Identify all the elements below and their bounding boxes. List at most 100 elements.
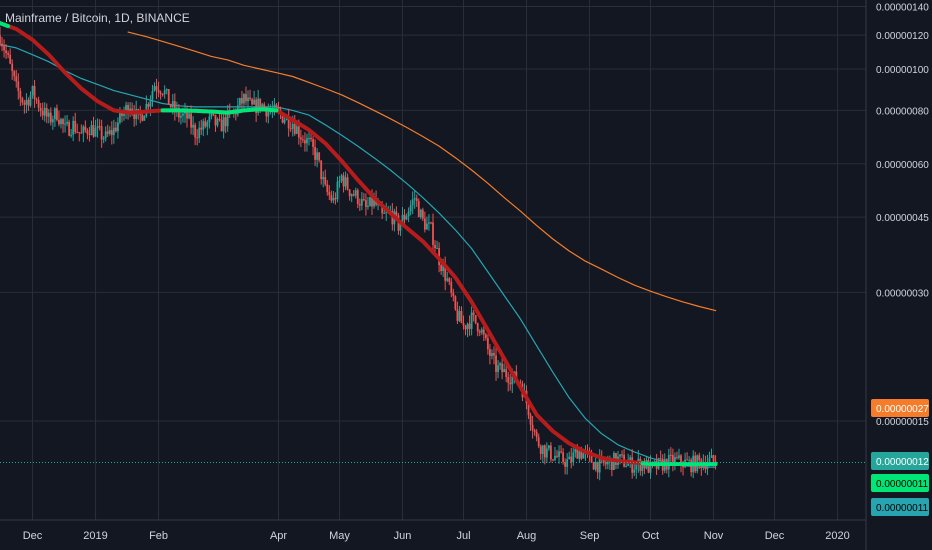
candle-body — [39, 107, 42, 111]
candle-body — [312, 139, 314, 147]
candle-body — [373, 197, 375, 207]
ma-fast-up-segment — [0, 21, 11, 29]
price-badge-label: 0.00000012 — [876, 457, 929, 468]
candle-body — [33, 85, 36, 100]
candle-body — [562, 452, 565, 463]
candle-body — [98, 126, 101, 128]
price-tick-label: 0.00000015 — [876, 417, 929, 428]
candle-body — [247, 97, 249, 102]
candle-body — [167, 89, 170, 105]
candle-body — [64, 123, 66, 125]
candle-body — [224, 117, 227, 127]
candle-body — [574, 449, 577, 453]
price-badge-label: 0.00000027 — [876, 404, 929, 415]
candle-body — [297, 126, 300, 138]
candle-body — [582, 453, 585, 459]
candle-body — [202, 121, 205, 130]
ma-fast-path — [0, 21, 718, 466]
candle-body — [112, 127, 115, 136]
candle-body — [688, 459, 691, 461]
candle-body — [535, 431, 538, 438]
candle-body — [9, 54, 12, 64]
candle-body — [263, 104, 266, 108]
candle-body — [462, 323, 465, 326]
time-tick-label: Jun — [394, 530, 412, 542]
candle-body — [13, 71, 16, 77]
candle-body — [3, 46, 5, 51]
candle-body — [625, 465, 628, 467]
price-badge — [871, 498, 929, 516]
candle-body — [82, 126, 85, 133]
candle-body — [60, 119, 62, 125]
candle-body — [653, 460, 656, 463]
time-tick-label: Feb — [149, 530, 168, 542]
time-axis[interactable]: Dec 2019 Feb Apr May Jun Jul Aug Sep Oct Nov Dec 202… — [0, 519, 866, 542]
candle-body — [659, 458, 662, 460]
candle-body — [537, 437, 540, 447]
candle-body — [47, 112, 50, 117]
time-tick-label: May — [329, 530, 350, 542]
price-badge — [871, 452, 929, 470]
candle-body — [155, 86, 158, 91]
candle-body — [177, 107, 180, 118]
candle-body — [669, 454, 672, 456]
candle-body — [503, 369, 506, 373]
candle-body — [267, 110, 270, 117]
candle-body — [149, 99, 152, 107]
candle-body — [308, 138, 310, 140]
candle-body — [7, 52, 10, 55]
candle-body — [192, 124, 195, 128]
candle-body — [501, 363, 504, 373]
candle-body — [436, 247, 438, 249]
price-axis[interactable]: 0.00000140 0.00000120 0.00000100 0.00000080… — [865, 0, 929, 550]
candle-body — [428, 222, 430, 224]
candle-body — [486, 338, 489, 350]
candle-body — [356, 190, 359, 205]
candle-body — [21, 98, 24, 103]
candle-body — [100, 126, 103, 140]
candle-body — [291, 123, 294, 129]
candle-body — [102, 138, 105, 140]
candle-body — [151, 91, 154, 100]
candle-body — [222, 117, 225, 132]
candle-body — [430, 222, 432, 224]
candle-body — [671, 454, 674, 465]
candle-body — [432, 222, 434, 245]
candle-body — [253, 99, 256, 105]
candle-body — [570, 456, 573, 463]
candle-body — [365, 200, 367, 208]
candle-body — [649, 461, 652, 473]
ma-fast-up-segment — [640, 461, 718, 466]
candle-body — [633, 469, 636, 473]
candle-body — [399, 223, 402, 231]
candle-body — [472, 312, 475, 316]
candle-body — [674, 457, 676, 465]
candle-body — [550, 445, 552, 460]
candle-body — [326, 184, 329, 193]
time-tick-label: Nov — [704, 530, 724, 542]
candle-body — [66, 121, 68, 124]
candle-body — [78, 132, 81, 134]
candle-body — [543, 445, 546, 458]
candle-body — [169, 104, 172, 108]
candle-body — [49, 112, 52, 123]
candle-body — [590, 453, 593, 463]
candle-body — [245, 94, 247, 102]
candle-body — [641, 461, 644, 471]
candle-body — [133, 112, 136, 119]
candle-body — [610, 458, 613, 470]
candle-body — [123, 111, 125, 116]
candle-body — [243, 94, 245, 104]
candle-body — [572, 452, 575, 463]
candle-body — [580, 451, 583, 459]
ma-fast-up-segment — [160, 107, 279, 115]
candle-body — [330, 195, 333, 201]
candle-body — [358, 204, 361, 206]
candle-body — [275, 104, 278, 108]
candle-body — [444, 265, 447, 281]
candle-body — [507, 376, 510, 383]
candle-body — [165, 89, 168, 91]
candle-body — [350, 194, 353, 197]
candle-body — [5, 50, 7, 53]
